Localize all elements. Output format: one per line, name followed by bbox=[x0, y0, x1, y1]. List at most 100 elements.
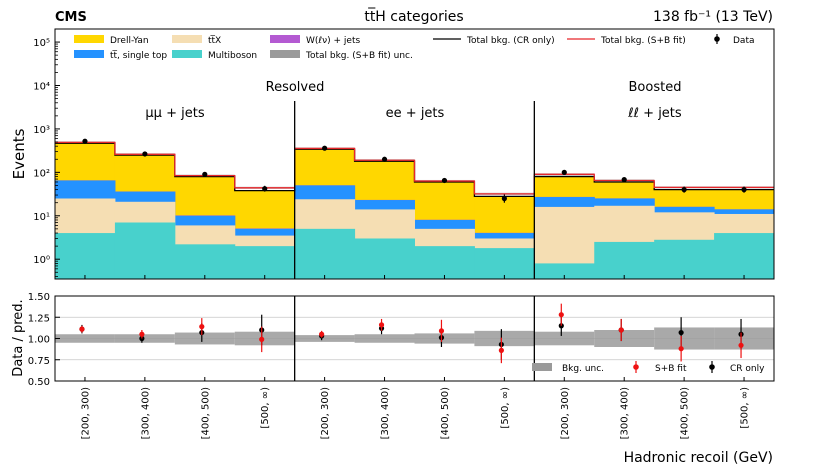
ratio-unc-band bbox=[594, 330, 655, 347]
ratio-sb-point bbox=[319, 331, 325, 337]
legend-cr-label: Total bkg. (CR only) bbox=[466, 36, 555, 46]
ratio-legend-sb-marker bbox=[633, 364, 639, 370]
x-tick-label: [300, 400) bbox=[380, 387, 391, 439]
ratio-sb-point bbox=[498, 347, 504, 353]
top-panel: 10⁰ 10¹ 10² 10³ 10⁴ 10⁵ Events Drell-Yan tt̅,… bbox=[10, 28, 775, 280]
ratio-legend-sb-label: S+B fit bbox=[655, 364, 687, 374]
legend-dy-swatch bbox=[74, 35, 104, 43]
data-point bbox=[262, 186, 268, 192]
ratio-sb-point bbox=[558, 312, 564, 318]
ratio-sb-point bbox=[678, 346, 684, 352]
ratio-y-tick-label: 0.50 bbox=[28, 377, 50, 388]
legend-dy-label: Drell-Yan bbox=[110, 36, 149, 46]
multiboson-bar bbox=[354, 238, 415, 279]
x-tick-labels: [200, 300) [300, 400) [400, 500) [500, ∞) [2… bbox=[80, 275, 751, 439]
top-y-tick-label: 10³ bbox=[33, 125, 50, 136]
data-point bbox=[681, 187, 687, 193]
ratio-sb-point bbox=[79, 326, 85, 332]
legend-data-label: Data bbox=[733, 36, 755, 46]
ratio-panel: 0.50 0.75 1.00 1.25 1.50 Data / pred. Bkg. u… bbox=[11, 292, 775, 388]
ratio-legend-unc-label: Bkg. unc. bbox=[562, 364, 604, 374]
data-point bbox=[202, 171, 208, 177]
region-label-boosted: Boosted bbox=[629, 80, 682, 95]
ratio-unc-band bbox=[234, 331, 295, 346]
ratio-sb-point bbox=[738, 342, 744, 348]
x-tick-label: [500, ∞) bbox=[260, 387, 271, 429]
top-y-tick-label: 10⁰ bbox=[33, 255, 50, 266]
legend-ttx-swatch bbox=[172, 35, 202, 43]
x-tick-label: [200, 300) bbox=[560, 387, 571, 439]
legend: Drell-Yan tt̅, single top tt̅X Multiboso… bbox=[74, 34, 755, 61]
data-point bbox=[381, 156, 388, 162]
ratio-sb-point bbox=[139, 331, 145, 337]
data-point bbox=[322, 145, 328, 151]
ratio-unc-band bbox=[354, 334, 415, 343]
data-point bbox=[621, 177, 627, 183]
ratio-sb-point bbox=[378, 322, 385, 328]
legend-tt-label: tt̅, single top bbox=[110, 49, 167, 61]
x-tick-label: [200, 300) bbox=[80, 387, 91, 439]
ratio-sb-point bbox=[618, 327, 624, 333]
ratio-unc-band bbox=[55, 334, 115, 343]
ratio-sb-point bbox=[199, 324, 205, 330]
chart-title: tt̅H categories bbox=[364, 7, 463, 25]
ratio-y-tick-label: 1.50 bbox=[28, 292, 50, 303]
x-tick-label: [200, 300) bbox=[320, 387, 331, 439]
top-y-ticks: 10⁰ 10¹ 10² 10³ 10⁴ 10⁵ bbox=[33, 28, 60, 277]
ratio-legend: Bkg. unc. S+B fit CR only bbox=[532, 361, 765, 374]
multiboson-bar bbox=[234, 246, 296, 279]
data-point bbox=[741, 187, 747, 193]
cms-label: CMS bbox=[55, 10, 87, 25]
ratio-unc-band bbox=[174, 332, 235, 345]
x-tick-label: [400, 500) bbox=[440, 387, 451, 439]
lumi-label: 138 fb⁻¹ (13 TeV) bbox=[653, 9, 773, 25]
region-label-resolved: Resolved bbox=[266, 80, 325, 95]
ratio-unc-band bbox=[654, 327, 715, 350]
category-label-ll: ℓℓ + jets bbox=[627, 106, 682, 121]
x-tick-label: [400, 500) bbox=[680, 387, 691, 439]
x-tick-label: [400, 500) bbox=[200, 387, 211, 439]
ratio-unc-band bbox=[714, 327, 774, 350]
data-point bbox=[441, 177, 448, 184]
ratio-cr-point bbox=[678, 329, 684, 336]
x-tick-label: [300, 400) bbox=[620, 387, 631, 439]
multiboson-bar bbox=[294, 228, 356, 279]
ratio-unc-band bbox=[534, 331, 595, 346]
top-plot-marks bbox=[55, 101, 775, 279]
legend-sb-label: Total bkg. (S+B fit) bbox=[600, 36, 686, 46]
ratio-legend-unc-swatch bbox=[532, 363, 552, 371]
legend-unc-label: Total bkg. (S+B fit) unc. bbox=[305, 51, 413, 61]
x-tick-label: [500, ∞) bbox=[500, 387, 511, 429]
data-point bbox=[142, 151, 148, 157]
legend-unc-swatch bbox=[270, 50, 300, 58]
data-point bbox=[501, 195, 507, 202]
category-label-ee: ee + jets bbox=[386, 106, 445, 121]
multiboson-bar bbox=[174, 244, 236, 279]
ratio-unc-band bbox=[114, 334, 175, 343]
legend-ttx-label: tt̅X bbox=[208, 34, 221, 46]
ratio-y-tick-label: 1.00 bbox=[28, 335, 50, 346]
top-y-tick-label: 10² bbox=[33, 168, 50, 179]
legend-data-marker bbox=[714, 36, 720, 42]
legend-multiboson-label: Multiboson bbox=[208, 51, 257, 61]
multiboson-bar bbox=[654, 239, 715, 279]
top-panel-frame bbox=[54, 28, 775, 280]
legend-tt-swatch bbox=[74, 50, 104, 58]
multiboson-bar bbox=[474, 248, 535, 279]
ratio-plot-marks bbox=[55, 296, 774, 381]
x-tick-label: [300, 400) bbox=[140, 387, 151, 439]
ratio-unc-band bbox=[414, 333, 475, 344]
x-axis-label: Hadronic recoil (GeV) bbox=[624, 450, 773, 466]
ratio-unc-band bbox=[474, 330, 535, 347]
multiboson-bar bbox=[414, 246, 475, 279]
ratio-sb-point bbox=[259, 336, 265, 342]
multiboson-bar bbox=[55, 233, 116, 279]
top-y-tick-label: 10⁴ bbox=[33, 81, 50, 92]
ratio-y-ticks: 0.50 0.75 1.00 1.25 1.50 bbox=[28, 292, 60, 388]
top-y-tick-label: 10¹ bbox=[33, 212, 50, 223]
ratio-ylabel: Data / pred. bbox=[11, 299, 26, 376]
ratio-unc-band bbox=[294, 335, 355, 342]
legend-wlnu-swatch bbox=[270, 35, 300, 43]
ratio-y-tick-label: 0.75 bbox=[28, 356, 50, 367]
